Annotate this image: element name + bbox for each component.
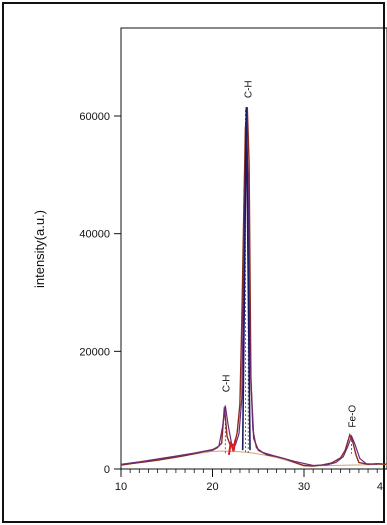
x-tick-label: 30 [298, 481, 310, 493]
peak-label: Fe-O [348, 405, 359, 428]
noise-mark [227, 439, 237, 456]
x-tick-label: 20 [206, 481, 218, 493]
main-peak-outline [241, 107, 251, 451]
x-axis-ticks: 10 20 30 4 [115, 469, 383, 493]
y-axis-title: intensity(a.u.) [32, 210, 47, 288]
x-tick-label: 10 [115, 481, 127, 493]
peak-label: C-H [243, 80, 254, 98]
peak-label-layer: C-H C-H Fe-O [221, 80, 358, 427]
y-tick-label: 60000 [79, 111, 110, 123]
y-axis-ticks: 0 20000 40000 60000 [79, 111, 121, 476]
series-layer [120, 107, 387, 467]
y-tick-label: 40000 [79, 229, 110, 241]
raw-spectrum-line [120, 107, 387, 467]
y-tick-label: 0 [104, 464, 110, 476]
plot-area-border [120, 27, 387, 470]
x-axis-minor-ticks [120, 469, 378, 473]
chart-svg: 0 20000 40000 60000 10 20 30 4 C-H C-H Fe-O inte… [32, 27, 387, 493]
x-tick-label: 4 [377, 481, 383, 493]
peak-label: C-H [221, 375, 232, 393]
y-tick-label: 20000 [79, 346, 110, 358]
